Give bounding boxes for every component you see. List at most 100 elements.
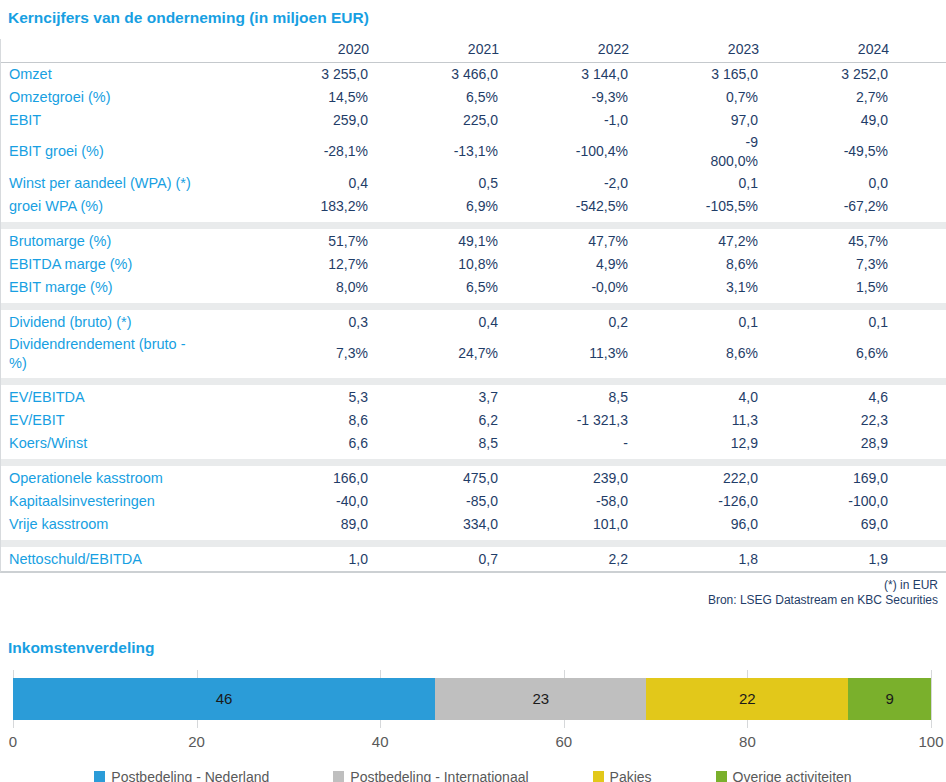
bar-segment-overige-activiteiten: 9 (848, 678, 931, 720)
header-label-spacer (1, 39, 239, 63)
row-spacer (889, 490, 946, 513)
table-row: Brutomarge (%)51,7%49,1%47,7%47,2%45,7% (1, 230, 946, 253)
table-row: Operationele kasstroom166,0475,0239,0222… (1, 467, 946, 490)
cell-2020: 0,3 (239, 311, 369, 334)
cell-2021: 475,0 (369, 467, 499, 490)
row-label-ebit: EBIT (1, 109, 239, 132)
cell-2024: 1,9 (759, 548, 889, 571)
separator-band (1, 222, 946, 229)
segment-value-label: 23 (532, 690, 549, 707)
row-label-winst-per-aandeel-wpa: Winst per aandeel (WPA) (*) (1, 172, 239, 195)
table-row: Dividendrendement (bruto - %)7,3%24,7%11… (1, 334, 946, 374)
cell-2022: - (499, 432, 629, 455)
key-figures-table: 20202021202220232024 Omzet3 255,03 466,0… (1, 39, 946, 571)
cell-2020: -40,0 (239, 490, 369, 513)
legend-item-postbedeling-internationaal: Postbedeling - Internationaal (333, 769, 528, 782)
income-distribution-section: Inkomstenverdeling 4623229 020406080100 … (0, 630, 946, 782)
x-tick-label-20: 20 (188, 733, 205, 750)
cell-2023: 0,1 (629, 172, 759, 195)
cell-2020: 12,7% (239, 253, 369, 276)
cell-2024: 169,0 (759, 467, 889, 490)
segment-value-label: 22 (739, 690, 756, 707)
cell-2024: 4,6 (759, 386, 889, 409)
legend-swatch-icon (94, 771, 105, 782)
cell-2024: 49,0 (759, 109, 889, 132)
table-row: Omzetgroei (%)14,5%6,5%-9,3%0,7%2,7% (1, 86, 946, 109)
cell-2024: 2,7% (759, 86, 889, 109)
table-row: EBIT marge (%)8,0%6,5%-0,0%3,1%1,5% (1, 276, 946, 299)
cell-2022: -100,4% (499, 132, 629, 172)
cell-2022: 8,5 (499, 386, 629, 409)
cell-2023: 11,3 (629, 409, 759, 432)
header-right-spacer (889, 39, 946, 63)
section-separator-cell (1, 374, 946, 386)
cell-2023: 12,9 (629, 432, 759, 455)
cell-2020: 7,3% (239, 334, 369, 374)
x-tick-label-0: 0 (9, 733, 17, 750)
cell-2024: 0,0 (759, 172, 889, 195)
legend-item-overige-activiteiten: Overige activiteiten (716, 769, 852, 782)
table-body: Omzet3 255,03 466,03 144,03 165,03 252,0… (1, 63, 946, 571)
chart-title: Inkomstenverdeling (0, 630, 946, 657)
table-row: Nettoschuld/EBITDA1,00,72,21,81,9 (1, 548, 946, 571)
cell-2023: -9 800,0% (629, 132, 759, 172)
cell-2024: 1,5% (759, 276, 889, 299)
cell-2022: -9,3% (499, 86, 629, 109)
row-spacer (889, 467, 946, 490)
cell-2021: -85,0 (369, 490, 499, 513)
segment-value-label: 46 (216, 690, 233, 707)
table-row: EV/EBIT8,66,2-1 321,311,322,3 (1, 409, 946, 432)
cell-2020: 14,5% (239, 86, 369, 109)
footnote-unit: (*) in EUR (0, 578, 938, 593)
cell-2024: -49,5% (759, 132, 889, 172)
table-footnotes: (*) in EUR Bron: LSEG Datastream en KBC … (0, 573, 946, 608)
section-separator-cell (1, 455, 946, 467)
cell-2021: -13,1% (369, 132, 499, 172)
table-header-row: 20202021202220232024 (1, 39, 946, 63)
stacked-bar: 46 23 22 9 (13, 678, 931, 720)
cell-2021: 225,0 (369, 109, 499, 132)
row-spacer (889, 409, 946, 432)
row-spacer (889, 63, 946, 86)
cell-2024: 28,9 (759, 432, 889, 455)
row-label-ebitda-marge: EBITDA marge (%) (1, 253, 239, 276)
cell-2021: 0,5 (369, 172, 499, 195)
table-row: EBIT259,0225,0-1,097,049,0 (1, 109, 946, 132)
section-separator-row (1, 218, 946, 230)
legend-swatch-icon (593, 771, 604, 782)
cell-2023: 3 165,0 (629, 63, 759, 86)
cell-2024: -100,0 (759, 490, 889, 513)
legend-item-postbedeling-nederland: Postbedeling - Nederland (94, 769, 269, 782)
row-label-kapitaalsinvesteringen: Kapitaalsinvesteringen (1, 490, 239, 513)
cell-2021: 6,9% (369, 195, 499, 218)
table-row: EV/EBITDA5,33,78,54,04,6 (1, 386, 946, 409)
cell-2022: -2,0 (499, 172, 629, 195)
cell-2020: 3 255,0 (239, 63, 369, 86)
section-separator-cell (1, 299, 946, 311)
cell-2021: 6,5% (369, 276, 499, 299)
row-spacer (889, 386, 946, 409)
table-row: Koers/Winst6,68,5-12,928,9 (1, 432, 946, 455)
row-spacer (889, 195, 946, 218)
separator-band (1, 540, 946, 547)
cell-2022: 4,9% (499, 253, 629, 276)
cell-2021: 0,7 (369, 548, 499, 571)
row-label-groei-wpa: groei WPA (%) (1, 195, 239, 218)
x-tick-label-40: 40 (372, 733, 389, 750)
cell-2020: 51,7% (239, 230, 369, 253)
row-label-operationele-kasstroom: Operationele kasstroom (1, 467, 239, 490)
cell-2022: 239,0 (499, 467, 629, 490)
report-page: Kerncijfers van de onderneming (in miljo… (0, 0, 946, 782)
cell-2022: -0,0% (499, 276, 629, 299)
cell-2023: 0,1 (629, 311, 759, 334)
cell-2021: 8,5 (369, 432, 499, 455)
row-spacer (889, 548, 946, 571)
table-row: EBIT groei (%)-28,1%-13,1%-100,4%-9 800,… (1, 132, 946, 172)
cell-2021: 3 466,0 (369, 63, 499, 86)
cell-2020: -28,1% (239, 132, 369, 172)
section-separator-cell (1, 536, 946, 548)
row-label-dividendrendement-bruto: Dividendrendement (bruto - %) (1, 334, 239, 374)
cell-2020: 89,0 (239, 513, 369, 536)
cell-2024: 0,1 (759, 311, 889, 334)
cell-2023: -126,0 (629, 490, 759, 513)
